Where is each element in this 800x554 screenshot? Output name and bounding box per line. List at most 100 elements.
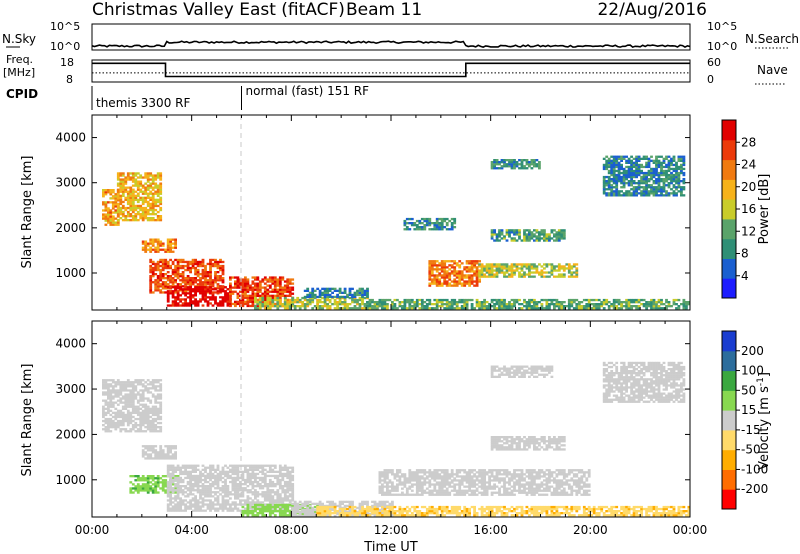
data-cell — [610, 178, 614, 181]
data-cell — [131, 219, 135, 222]
data-cell — [156, 194, 160, 197]
data-cell — [196, 302, 200, 305]
data-cell — [450, 298, 454, 302]
data-cell — [194, 271, 197, 274]
data-cell — [159, 200, 163, 204]
data-cell — [271, 305, 275, 308]
data-cell — [186, 480, 190, 484]
data-cell — [206, 493, 210, 496]
data-cell — [249, 466, 252, 469]
data-cell — [107, 379, 110, 382]
data-cell — [234, 470, 237, 473]
data-cell — [503, 263, 506, 266]
data-cell — [366, 295, 369, 299]
data-cell — [672, 301, 676, 304]
data-cell — [249, 503, 252, 506]
data-cell — [645, 155, 648, 158]
data-cell — [605, 188, 609, 191]
data-cell — [149, 475, 153, 478]
data-cell — [154, 174, 158, 177]
data-cell — [251, 282, 255, 285]
data-cell — [610, 188, 614, 191]
data-cell — [151, 198, 155, 201]
data-cell — [129, 204, 133, 208]
data-cell — [500, 307, 504, 310]
data-cell — [176, 478, 180, 482]
data-cell — [194, 466, 197, 469]
data-cell — [428, 270, 432, 273]
data-cell — [455, 305, 459, 308]
data-cell — [204, 286, 207, 289]
data-cell — [186, 474, 190, 478]
data-cell — [156, 200, 160, 204]
data-cell — [440, 282, 444, 285]
data-cell — [186, 260, 190, 264]
data-cell — [254, 464, 257, 467]
data-cell — [229, 300, 232, 303]
data-cell — [191, 300, 195, 303]
data-cell — [196, 485, 200, 488]
data-cell — [186, 501, 190, 504]
data-cell — [216, 497, 220, 500]
data-cell — [510, 167, 514, 170]
data-cell — [318, 301, 322, 304]
data-cell — [159, 188, 163, 191]
data-cell — [670, 161, 673, 164]
data-cell — [478, 263, 481, 266]
data-cell — [528, 267, 531, 270]
data-cell — [156, 389, 160, 392]
data-cell — [116, 415, 120, 419]
data-cell — [206, 476, 210, 480]
data-cell — [475, 284, 479, 287]
data-cell — [244, 489, 247, 492]
data-cell — [236, 282, 240, 285]
data-cell — [159, 397, 163, 400]
data-cell — [169, 501, 172, 504]
data-cell — [266, 294, 270, 297]
data-cell — [652, 192, 656, 195]
data-cell — [189, 466, 192, 469]
data-cell — [525, 301, 529, 304]
data-cell — [146, 192, 150, 195]
data-cell — [156, 287, 160, 290]
data-cell — [141, 453, 145, 456]
data-cell — [164, 281, 168, 284]
data-cell — [184, 279, 187, 282]
data-cell — [677, 173, 681, 177]
data-cell — [430, 268, 434, 271]
data-cell — [453, 303, 457, 306]
data-cell — [652, 298, 656, 302]
data-cell — [154, 202, 158, 206]
data-cell — [415, 303, 419, 306]
data-cell — [176, 483, 180, 486]
data-cell — [146, 477, 150, 480]
data-cell — [490, 163, 494, 166]
data-cell — [500, 301, 504, 304]
data-cell — [144, 403, 148, 406]
data-cell — [174, 487, 177, 490]
data-cell — [189, 489, 192, 492]
data-cell — [346, 295, 349, 299]
data-cell — [196, 478, 200, 482]
data-cell — [134, 196, 138, 199]
data-cell — [221, 281, 225, 284]
data-cell — [303, 303, 307, 306]
data-cell — [206, 491, 210, 494]
data-cell — [144, 244, 148, 247]
data-cell — [141, 246, 145, 249]
data-cell — [480, 301, 484, 304]
data-cell — [490, 165, 494, 168]
data-cell — [323, 295, 327, 299]
data-cell — [206, 283, 210, 286]
data-cell — [256, 290, 260, 293]
data-cell — [361, 291, 364, 294]
data-cell — [184, 468, 187, 471]
data-cell — [226, 503, 230, 506]
data-cell — [535, 271, 539, 274]
data-cell — [438, 224, 442, 227]
data-cell — [540, 305, 544, 308]
data-cell — [161, 483, 165, 486]
data-cell — [109, 223, 113, 226]
data-cell — [184, 268, 187, 272]
data-cell — [149, 242, 153, 245]
